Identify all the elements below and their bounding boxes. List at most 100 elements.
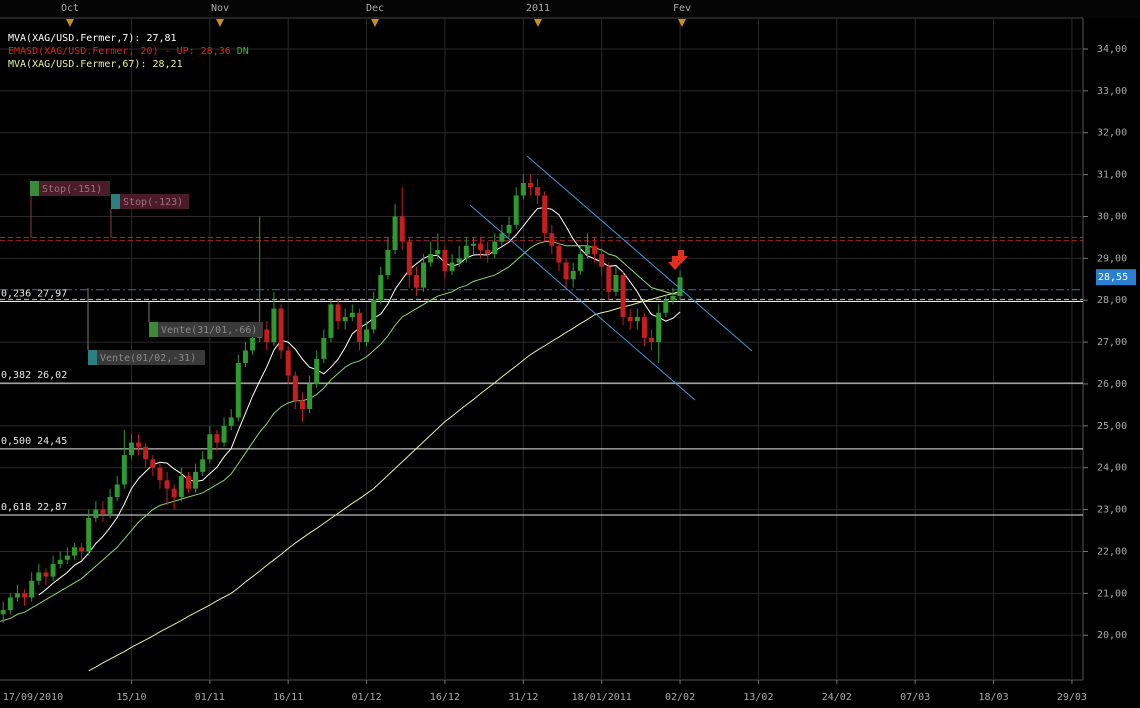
candle-body <box>271 308 277 343</box>
x-tick-label: 29/03 <box>1057 692 1087 703</box>
candle-body <box>14 593 20 598</box>
fib-label: 0,500 24,45 <box>1 436 67 447</box>
x-tick-label: 16/12 <box>430 692 460 703</box>
x-tick-label: 02/02 <box>665 692 695 703</box>
candle-body <box>292 375 298 401</box>
candle-body <box>143 446 149 460</box>
candle-body <box>50 564 56 577</box>
month-marker <box>371 19 379 27</box>
x-tick-label: 07/03 <box>900 692 930 703</box>
candle-body <box>442 249 448 271</box>
candle-body <box>235 363 241 418</box>
candle-body <box>314 358 320 384</box>
candle-body <box>7 597 13 611</box>
candle-body <box>556 245 562 263</box>
candle-body <box>549 233 555 246</box>
candles <box>0 174 683 623</box>
candle-body <box>193 471 199 489</box>
x-tick-label: 31/12 <box>508 692 538 703</box>
candle-body <box>221 425 227 443</box>
channel <box>469 155 753 401</box>
y-tick-label: 28,00 <box>1097 295 1127 306</box>
x-tick-label: 18/03 <box>979 692 1009 703</box>
fib-label: 0,618 22,87 <box>1 502 67 513</box>
month-marker-label: Nov <box>211 3 229 14</box>
candle-body <box>321 337 327 359</box>
candle-body <box>185 476 191 489</box>
candle-body <box>570 270 576 280</box>
candle-body <box>93 509 99 518</box>
candle-body <box>435 249 441 255</box>
candle-body <box>413 275 419 288</box>
price-badge-label: 28,55 <box>1098 272 1128 283</box>
candle-body <box>36 572 42 581</box>
order-marker <box>149 322 158 337</box>
month-marker <box>678 19 686 27</box>
fib-label: 0,382 26,02 <box>1 370 67 381</box>
candle-body <box>364 329 370 343</box>
month-marker <box>66 19 74 27</box>
candle-body <box>214 434 220 443</box>
candle-body <box>356 312 362 343</box>
candle-body <box>535 187 541 196</box>
candle-body <box>449 262 455 271</box>
candle-body <box>527 182 533 188</box>
candle-body <box>485 249 491 255</box>
candle-body <box>71 547 77 556</box>
candle-body <box>592 245 598 255</box>
candle-body <box>542 195 548 234</box>
candle-body <box>86 517 92 552</box>
y-tick-label: 27,00 <box>1097 337 1127 348</box>
y-tick-label: 30,00 <box>1097 211 1127 222</box>
candle-body <box>563 262 569 280</box>
signal-arrows <box>668 250 688 270</box>
candle-body <box>299 400 305 410</box>
y-tick-label: 29,00 <box>1097 253 1127 264</box>
candle-body <box>307 383 313 410</box>
candle-body <box>641 316 647 338</box>
x-tick-label: 18/01/2011 <box>572 692 632 703</box>
candle-body <box>335 304 341 322</box>
candle-body <box>278 308 284 351</box>
candle-body <box>57 559 63 565</box>
candle-body <box>513 195 519 225</box>
x-tick-label: 17/09/2010 <box>3 692 63 703</box>
legend-suffix: DN <box>237 46 249 57</box>
order-label: Stop(-151) <box>42 184 102 195</box>
candle-body <box>79 547 85 552</box>
x-tick-label: 16/11 <box>273 692 303 703</box>
order-label: Stop(-123) <box>123 197 183 208</box>
x-tick-label: 01/11 <box>195 692 225 703</box>
candle-body <box>399 216 405 242</box>
y-tick-label: 22,00 <box>1097 546 1127 557</box>
candle-body <box>599 254 605 267</box>
month-marker-label: Dec <box>366 3 384 14</box>
candle-body <box>250 337 256 351</box>
candle-body <box>406 241 412 276</box>
candle-body <box>178 476 184 498</box>
order-box <box>111 194 189 209</box>
candle-body <box>392 216 398 250</box>
y-tick-label: 24,00 <box>1097 463 1127 474</box>
candle-body <box>463 245 469 259</box>
channel-line <box>526 155 753 352</box>
price-badge <box>1096 269 1136 286</box>
y-tick-label: 31,00 <box>1097 170 1127 181</box>
candle-body <box>242 350 248 364</box>
candle-body <box>228 417 234 426</box>
order-label: Vente(31/01,-66) <box>161 325 257 336</box>
candle-body <box>385 249 391 276</box>
candle-body <box>107 497 113 514</box>
candle-body <box>164 480 170 489</box>
candle-body <box>207 434 213 460</box>
y-tick-label: 20,00 <box>1097 630 1127 641</box>
candle-body <box>421 262 427 288</box>
candle-body <box>663 300 669 313</box>
order-marker <box>88 350 97 365</box>
x-tick-label: 24/02 <box>822 692 852 703</box>
legend-entry: MVA(XAG/USD.Fermer,7): 27,81 <box>8 33 177 44</box>
legend-entry: EMASD(XAG/USD.Fermer, 20) - UP: 28,36 <box>8 46 231 57</box>
x-tick-label: 15/10 <box>116 692 146 703</box>
candle-body <box>456 258 462 263</box>
